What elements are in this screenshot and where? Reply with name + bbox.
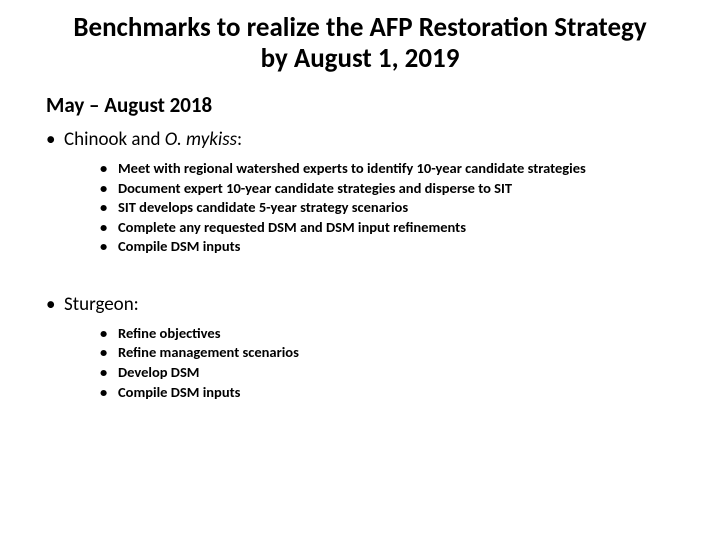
section-suffix: :: [237, 128, 242, 151]
item-text: Meet with regional watershed experts to …: [118, 159, 586, 179]
bullet-icon: •: [46, 128, 64, 151]
item-text: SIT develops candidate 5-year strategy s…: [118, 198, 408, 218]
section-prefix: Chinook and: [64, 128, 165, 151]
bullet-icon: •: [100, 363, 118, 383]
list-item: •SIT develops candidate 5-year strategy …: [100, 198, 680, 218]
bullet-icon: •: [100, 383, 118, 403]
list-item: •Develop DSM: [100, 363, 680, 383]
list-item: •Meet with regional watershed experts to…: [100, 159, 680, 179]
sub-list-chinook: •Meet with regional watershed experts to…: [100, 159, 680, 257]
list-item: •Compile DSM inputs: [100, 383, 680, 403]
item-text: Compile DSM inputs: [118, 237, 240, 257]
item-text: Refine objectives: [118, 324, 220, 344]
date-range-heading: May – August 2018: [46, 92, 680, 118]
bullet-icon: •: [100, 324, 118, 344]
section-italic: O. mykiss: [165, 128, 237, 151]
list-item: •Refine management scenarios: [100, 343, 680, 363]
section-prefix: Sturgeon:: [64, 293, 139, 316]
sub-list-sturgeon: •Refine objectives •Refine management sc…: [100, 324, 680, 402]
bullet-icon: •: [100, 159, 118, 179]
page-title: Benchmarks to realize the AFP Restoratio…: [60, 12, 660, 74]
bullet-icon: •: [100, 237, 118, 257]
list-item: •Document expert 10-year candidate strat…: [100, 179, 680, 199]
list-item: •Compile DSM inputs: [100, 237, 680, 257]
bullet-icon: •: [100, 198, 118, 218]
section-header-sturgeon: •Sturgeon:: [46, 293, 680, 316]
section-header-chinook: •Chinook and O. mykiss:: [46, 128, 680, 151]
bullet-icon: •: [100, 343, 118, 363]
item-text: Document expert 10-year candidate strate…: [118, 179, 512, 199]
item-text: Refine management scenarios: [118, 343, 299, 363]
item-text: Complete any requested DSM and DSM input…: [118, 218, 466, 238]
item-text: Develop DSM: [118, 363, 199, 383]
item-text: Compile DSM inputs: [118, 383, 240, 403]
bullet-icon: •: [46, 293, 64, 316]
bullet-icon: •: [100, 179, 118, 199]
bullet-icon: •: [100, 218, 118, 238]
list-item: •Refine objectives: [100, 324, 680, 344]
list-item: •Complete any requested DSM and DSM inpu…: [100, 218, 680, 238]
